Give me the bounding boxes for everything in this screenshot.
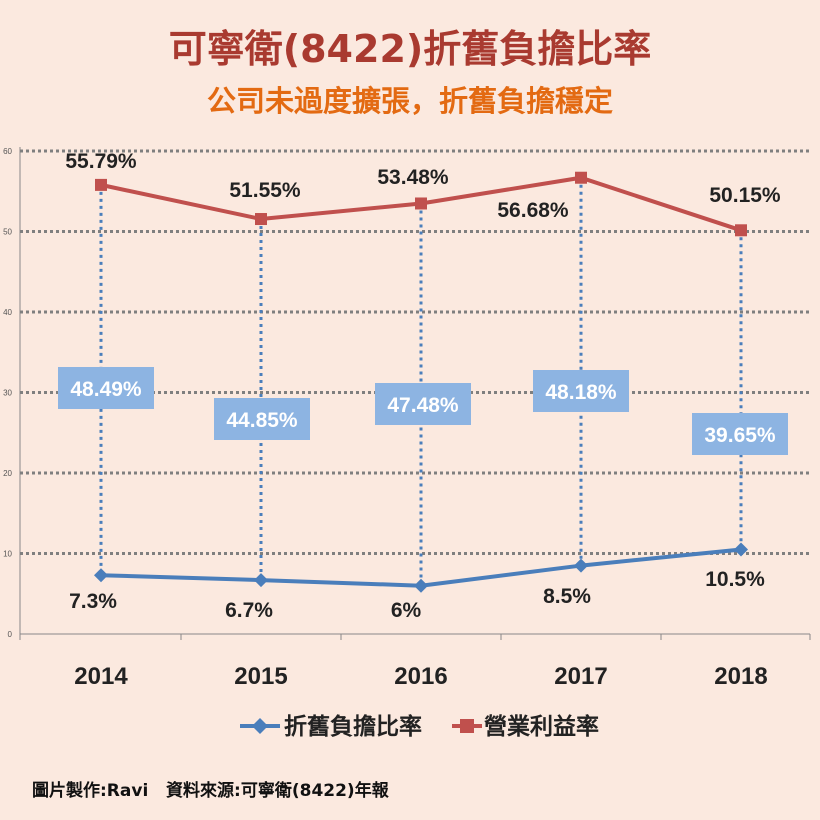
legend-label-operating: 營業利益率 [484,713,599,740]
footer-source: 資料來源:可寧衛(8422)年報 [166,781,389,801]
y-tick-label: 50 [3,228,12,237]
y-tick-label: 60 [3,147,12,156]
difference-box [375,383,471,425]
legend-marker-depreciation [252,718,268,734]
difference-label: 48.18% [545,381,617,404]
legend-label-depreciation: 折舊負擔比率 [284,713,422,740]
x-tick-label: 2018 [714,663,767,690]
operating-margin-marker [255,213,267,226]
depreciation-ratio-label: 8.5% [543,585,591,608]
depreciation-marker [94,568,108,583]
chart-title: 可寧衛(8422)折舊負擔比率 [168,27,652,71]
x-tick-label: 2016 [394,663,447,690]
footer-author: 圖片製作:Ravi [32,781,149,801]
chart-subtitle: 公司未過度擴張，折舊負擔穩定 [206,84,613,118]
y-tick-label: 40 [3,308,12,317]
depreciation-ratio-label: 6.7% [225,599,273,622]
operating-margin-label: 55.79% [65,150,137,173]
operating-margin-label: 50.15% [709,184,781,207]
operating-margin-label: 53.48% [377,166,449,189]
difference-box [692,413,788,455]
depreciation-ratio-label: 6% [391,599,422,622]
difference-label: 44.85% [226,409,298,432]
y-tick-label: 30 [3,389,12,398]
operating-margin-marker [415,197,427,210]
difference-label: 48.49% [70,378,142,401]
difference-label: 47.48% [387,394,459,417]
footer-credit: 圖片製作:Ravi 資料來源:可寧衛(8422)年報 [32,776,389,801]
operating-margin-label: 51.55% [229,179,301,202]
x-tick-label: 2015 [234,663,287,690]
depreciation-marker [574,558,588,573]
operating-margin-marker [95,178,107,191]
depreciation-marker [414,578,428,593]
x-tick-label: 2017 [554,663,607,690]
operating-margin-marker [735,224,747,237]
y-tick-label: 0 [8,630,13,639]
legend-marker-operating [460,719,474,733]
y-tick-label: 20 [3,469,12,478]
depreciation-ratio-label: 7.3% [69,590,117,613]
difference-box [58,367,154,409]
operating-margin-marker [575,171,587,184]
depreciation-ratio-label: 10.5% [705,568,765,591]
x-tick-label: 2014 [74,663,128,690]
operating-margin-label: 56.68% [497,199,569,222]
depreciation-marker [734,542,748,557]
difference-box [214,398,310,440]
depreciation-marker [254,573,268,588]
difference-label: 39.65% [704,424,776,447]
difference-box [533,370,629,412]
y-tick-label: 10 [3,550,12,559]
